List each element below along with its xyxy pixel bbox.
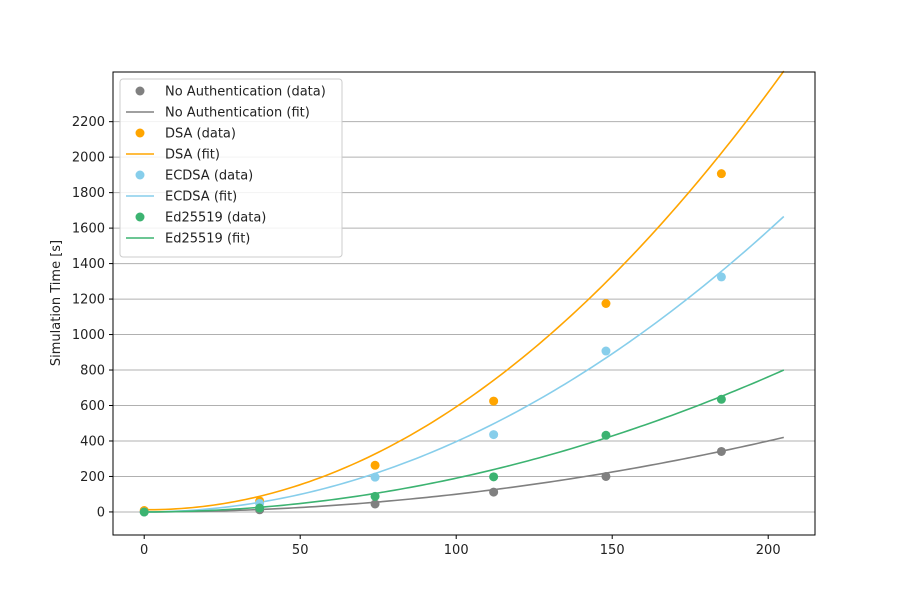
legend-marker-1 xyxy=(135,128,145,138)
x-tick-label: 150 xyxy=(600,543,625,558)
fit-line-1 xyxy=(144,70,785,511)
x-tick-label: 50 xyxy=(292,543,309,558)
fit-line-0 xyxy=(144,436,784,513)
legend-label: DSA (data) xyxy=(165,127,236,142)
legend-label: ECDSA (fit) xyxy=(165,190,237,205)
y-tick-label: 1400 xyxy=(72,257,105,272)
y-tick-label: 800 xyxy=(80,364,105,379)
y-tick-label: 1000 xyxy=(72,328,105,343)
data-point-3-0 xyxy=(139,507,149,517)
y-tick-label: 1200 xyxy=(72,293,105,308)
data-point-0-5 xyxy=(716,446,726,456)
legend-label: Ed25519 (data) xyxy=(165,211,266,226)
fit-lines xyxy=(144,70,785,513)
data-point-3-5 xyxy=(716,394,726,404)
legend-label: ECDSA (data) xyxy=(165,169,253,184)
data-point-3-4 xyxy=(601,430,611,440)
y-tick-label: 2200 xyxy=(72,115,105,130)
data-point-3-1 xyxy=(255,503,265,513)
data-point-2-5 xyxy=(716,272,726,282)
data-point-1-4 xyxy=(601,299,611,308)
x-axis: 0 50 100 150 200 xyxy=(140,535,781,558)
y-axis: 0 200 400 600 800 1000 1200 1400 1600 1800 2000 220… xyxy=(72,115,113,520)
data-point-3-3 xyxy=(489,472,499,482)
data-point-0-4 xyxy=(601,471,611,481)
fit-line-3 xyxy=(144,369,785,513)
legend-marker-0 xyxy=(135,86,145,96)
y-tick-label: 1600 xyxy=(72,222,105,237)
x-tick-label: 100 xyxy=(444,543,469,558)
y-tick-label: 1800 xyxy=(72,186,105,201)
data-point-1-3 xyxy=(489,396,499,406)
y-tick-label: 400 xyxy=(80,434,105,449)
legend: No Authentication (data) No Authenticatio… xyxy=(119,78,343,258)
data-point-2-2 xyxy=(370,472,380,482)
y-tick-label: 0 xyxy=(97,505,105,520)
plot-frame xyxy=(112,71,816,536)
data-point-3-2 xyxy=(370,491,380,501)
fit-line-2 xyxy=(144,215,785,513)
data-point-0-2 xyxy=(370,499,380,509)
legend-label: No Authentication (data) xyxy=(165,85,326,100)
data-point-2-4 xyxy=(601,346,611,356)
legend-marker-3 xyxy=(135,212,145,222)
x-tick-label: 0 xyxy=(140,543,148,558)
y-tick-label: 200 xyxy=(80,470,105,485)
legend-label: Ed25519 (fit) xyxy=(165,232,250,247)
y-tick-label: 2000 xyxy=(72,151,105,166)
y-tick-label: 600 xyxy=(80,399,105,414)
legend-label: No Authentication (fit) xyxy=(165,106,310,121)
legend-box xyxy=(119,78,343,258)
legend-marker-2 xyxy=(135,170,145,180)
data-point-1-2 xyxy=(370,460,380,470)
x-tick-label: 200 xyxy=(756,543,781,558)
data-points xyxy=(139,169,726,517)
data-point-0-3 xyxy=(489,487,499,497)
legend-label: DSA (fit) xyxy=(165,148,220,163)
data-point-1-5 xyxy=(716,169,726,179)
y-axis-title: Simulation Time [s] xyxy=(49,240,64,366)
data-point-2-3 xyxy=(489,430,499,440)
